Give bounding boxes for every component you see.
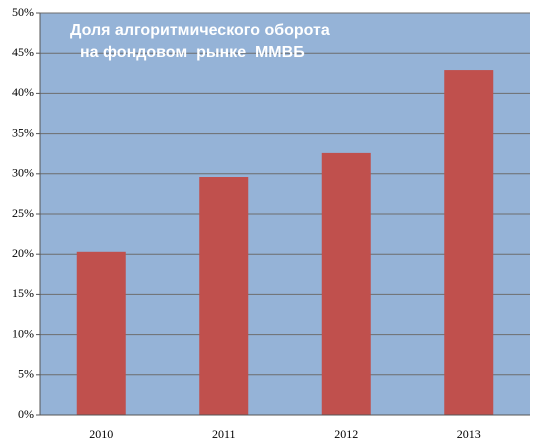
bar [76, 251, 126, 415]
y-tick-label: 45% [12, 45, 34, 59]
x-tick-label: 2011 [212, 427, 236, 441]
chart-title: Доля алгоритмического оборота [70, 22, 330, 39]
bar [444, 70, 494, 416]
y-tick-label: 10% [12, 326, 34, 340]
x-tick-label: 2012 [334, 427, 358, 441]
bar [321, 152, 371, 415]
bars [76, 70, 494, 416]
y-tick-label: 15% [12, 286, 34, 300]
chart-title: на фондовом рынке ММВБ [80, 44, 305, 61]
y-tick-label: 40% [12, 85, 34, 99]
y-tick-label: 30% [12, 166, 34, 180]
y-tick-label: 0% [18, 407, 34, 421]
y-tick-label: 50% [12, 5, 34, 19]
y-tick-label: 20% [12, 246, 34, 260]
x-tick-label: 2013 [457, 427, 481, 441]
y-tick-label: 25% [12, 206, 34, 220]
x-tick-label: 2010 [89, 427, 113, 441]
bar [199, 177, 249, 415]
y-tick-label: 5% [18, 367, 34, 381]
y-tick-label: 35% [12, 125, 34, 139]
